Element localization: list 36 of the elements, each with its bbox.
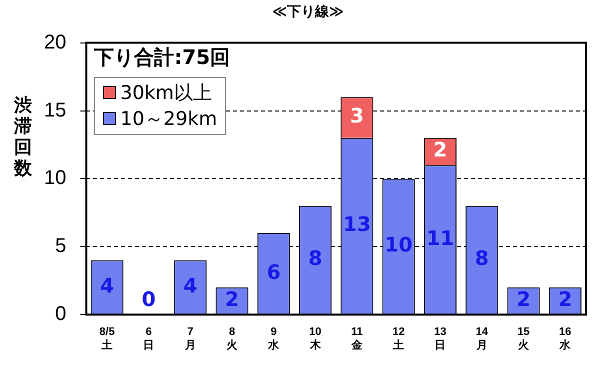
data-label: 8 xyxy=(308,246,322,270)
data-label: 3 xyxy=(350,104,364,128)
y-tick-label: 20 xyxy=(44,31,66,54)
x-tick-label: 15 火 xyxy=(517,326,530,352)
data-label: 2 xyxy=(558,286,572,311)
x-tick-label: 8/5 土 xyxy=(99,326,115,352)
y-tick-label: 0 xyxy=(55,303,66,326)
x-tick-label: 8 火 xyxy=(226,326,239,352)
annotation: 下り合計:75回 xyxy=(93,45,230,70)
y-axis-title: 渋滞回数 xyxy=(12,95,33,179)
chart-title: ≪下り線≫ xyxy=(272,4,344,20)
data-label: 2 xyxy=(225,286,239,311)
y-tick-label: 15 xyxy=(44,99,66,122)
x-tick-label: 6 日 xyxy=(143,326,154,352)
data-label: 11 xyxy=(426,226,454,250)
data-label: 10 xyxy=(384,232,413,257)
legend-label: 10～29km xyxy=(120,106,218,132)
y-tick-label: 5 xyxy=(55,235,66,258)
x-tick-label: 11 金 xyxy=(350,326,364,352)
data-label: 13 xyxy=(343,212,371,236)
x-tick-label: 12 土 xyxy=(392,326,405,352)
data-label: 8 xyxy=(474,246,489,270)
x-tick-label: 7 月 xyxy=(184,326,196,352)
x-tick-label: 10 木 xyxy=(308,326,322,352)
y-tick-label: 10 xyxy=(44,167,66,190)
data-label: 6 xyxy=(266,260,281,284)
x-tick-label: 9 水 xyxy=(267,326,280,352)
data-label: 4 xyxy=(100,273,114,298)
x-tick-label: 13 日 xyxy=(434,326,446,352)
x-tick-label: 14 月 xyxy=(475,326,489,352)
data-label: 4 xyxy=(183,273,198,298)
x-tick-label: 16 水 xyxy=(558,326,572,352)
data-label: 0 xyxy=(142,286,156,311)
data-label: 2 xyxy=(516,286,530,311)
data-label: 2 xyxy=(433,138,448,162)
legend-label: 30km以上 xyxy=(120,80,212,106)
